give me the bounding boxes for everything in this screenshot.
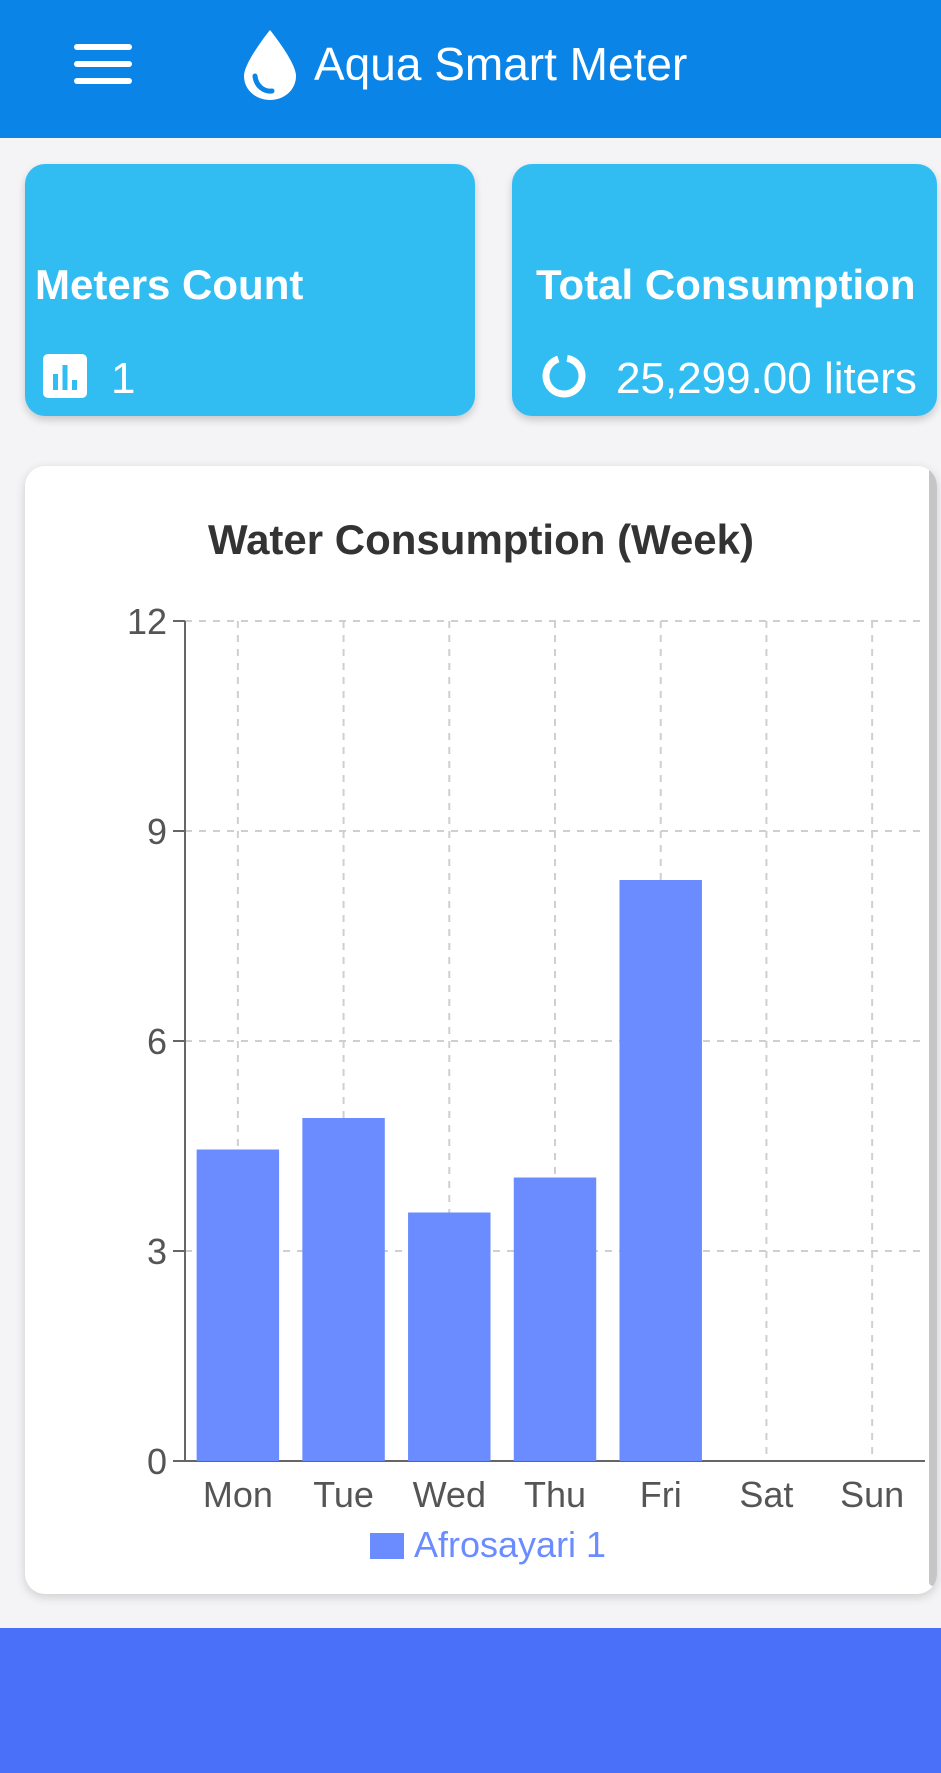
x-tick-label: Sun xyxy=(840,1474,904,1515)
chart-title: Water Consumption (Week) xyxy=(207,516,755,563)
y-tick-label: 6 xyxy=(147,1021,167,1062)
menu-button[interactable] xyxy=(60,38,144,90)
bar-wed xyxy=(408,1212,491,1461)
stats-cards: Meters Count 1 Total Consumption 25,299.… xyxy=(0,138,941,438)
y-tick-label: 12 xyxy=(127,601,167,642)
total-consumption-card[interactable]: Total Consumption 25,299.00 liters xyxy=(512,164,937,416)
bar-chart-icon xyxy=(43,354,87,398)
scrollbar-thumb[interactable] xyxy=(929,466,937,1586)
weekly-consumption-chart: 0 3 6 9 12 Mon Tue Wed Thu Fri Sat Sun Afrosayari 1 xyxy=(127,601,925,1565)
meters-count-title: Meters Count xyxy=(35,261,304,308)
y-tick-label: 9 xyxy=(147,811,167,852)
x-tick-label: Mon xyxy=(203,1474,273,1515)
x-tick-label: Thu xyxy=(524,1474,586,1515)
donut-chart-icon xyxy=(542,354,586,398)
x-tick-label: Wed xyxy=(413,1474,486,1515)
x-tick-label: Fri xyxy=(640,1474,682,1515)
hamburger-menu-icon xyxy=(60,38,144,90)
bar-fri xyxy=(619,880,702,1461)
bar-thu xyxy=(513,1177,597,1461)
legend-label: Afrosayari 1 xyxy=(414,1524,606,1565)
water-drop-icon xyxy=(244,30,296,100)
meters-count-card[interactable]: Meters Count 1 xyxy=(25,164,475,416)
app-title: Aqua Smart Meter xyxy=(314,38,688,90)
x-tick-label: Sat xyxy=(739,1474,793,1515)
total-consumption-value: 25,299.00 liters xyxy=(616,354,917,403)
y-tick-label: 3 xyxy=(147,1231,167,1272)
legend-swatch xyxy=(370,1533,404,1559)
bottom-navigation-bar xyxy=(0,1628,941,1773)
y-tick-label: 0 xyxy=(147,1441,167,1482)
app-bar: Aqua Smart Meter xyxy=(0,0,941,138)
bar-tue xyxy=(302,1118,385,1461)
bar-mon xyxy=(196,1149,280,1461)
total-consumption-title: Total Consumption xyxy=(536,261,916,308)
meters-count-value: 1 xyxy=(111,354,136,403)
chart-card: Water Consumption (Week) 0 3 6 9 12 Mon Tue Wed… xyxy=(25,466,937,1594)
x-tick-label: Tue xyxy=(313,1474,374,1515)
